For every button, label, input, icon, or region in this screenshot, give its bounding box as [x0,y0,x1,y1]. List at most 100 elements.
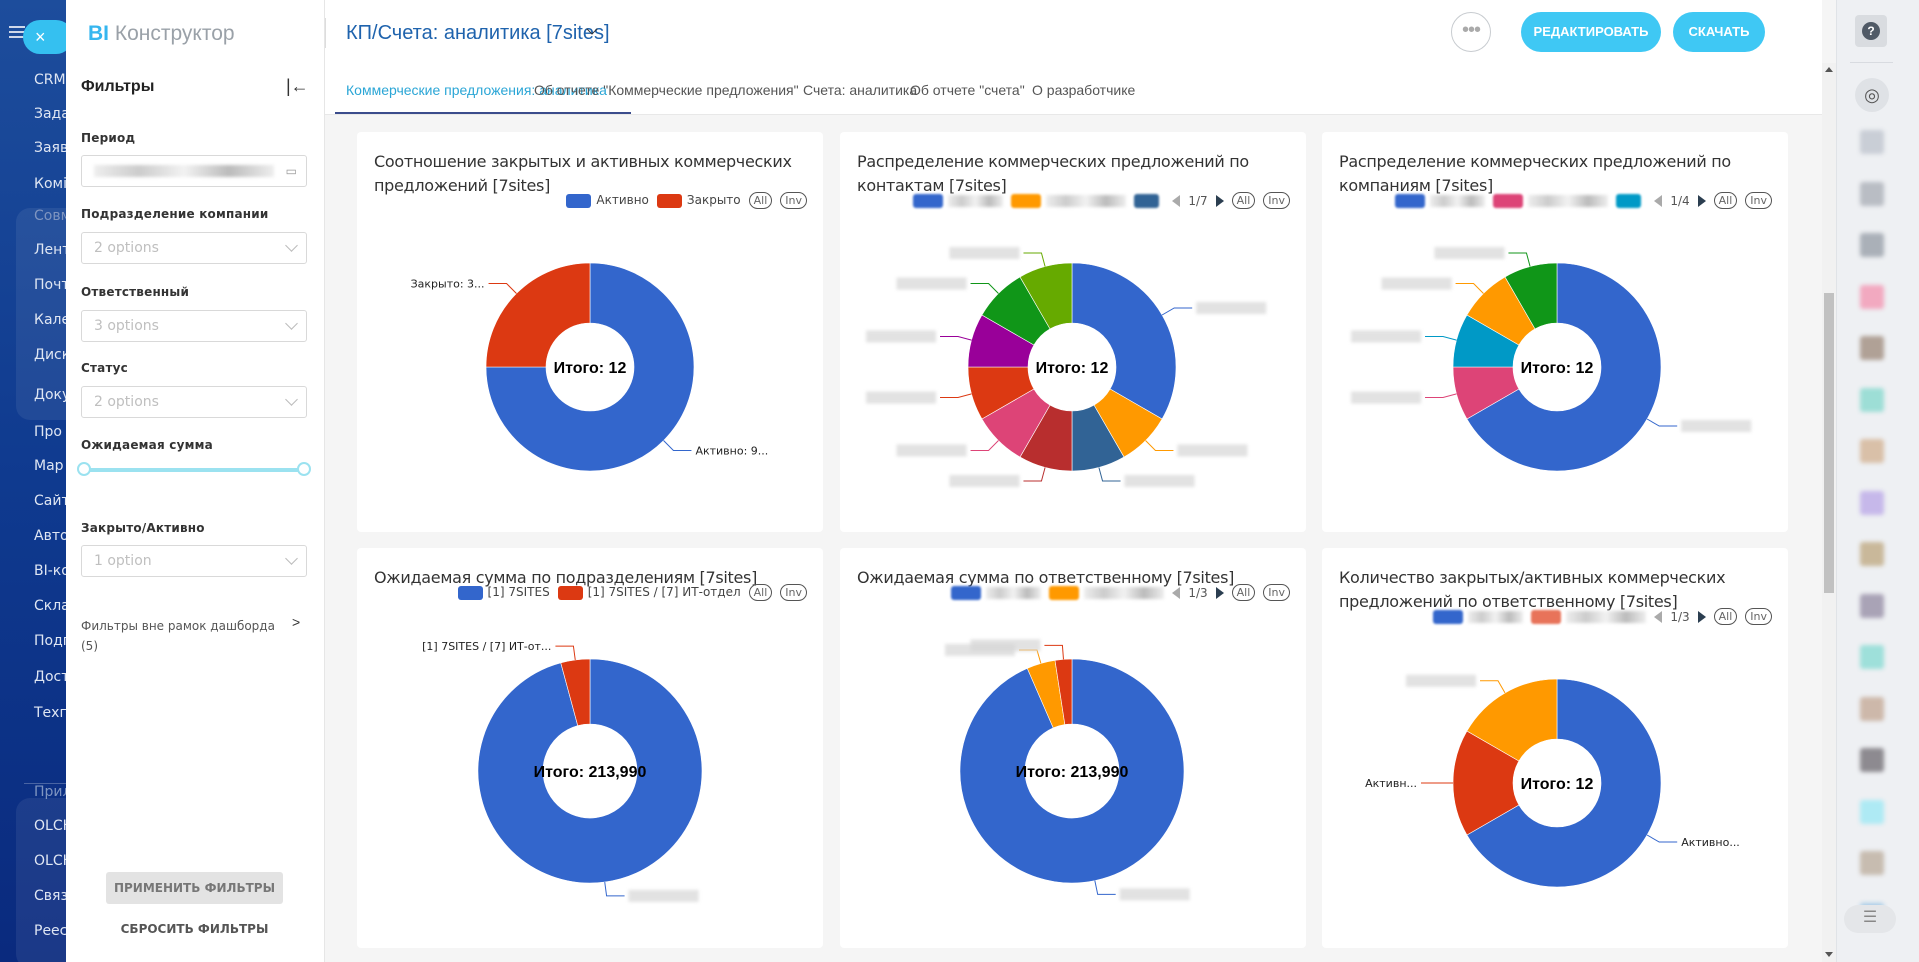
scroll-up-icon[interactable] [1825,67,1833,72]
nav-item[interactable]: Зада [34,106,66,122]
nav-item[interactable]: Совм [34,208,66,224]
nav-item[interactable]: OLCH [34,853,66,869]
slider-max-handle[interactable] [297,462,311,476]
apply-filters-button[interactable]: ПРИМЕНИТЬ ФИЛЬТРЫ [106,872,283,904]
period-input[interactable]: ▭ [81,155,307,187]
legend-invert-button[interactable]: Inv [1745,608,1772,625]
amount-range-slider[interactable] [77,462,311,476]
scrollbar-thumb[interactable] [1824,293,1834,593]
tab[interactable]: Об отчете "Коммерческие предложения" [534,82,799,98]
nav-item[interactable]: Заяв [34,140,66,156]
legend-item[interactable] [1134,193,1164,208]
pie-slice[interactable] [477,658,703,884]
legend-item[interactable]: [1] 7SITES / [7] ИТ-отдел [557,585,741,600]
prev-page-icon[interactable] [1172,194,1181,207]
user-avatar[interactable] [1860,181,1884,206]
pie-slice[interactable] [1019,262,1073,330]
nav-item[interactable]: Прил [34,784,66,800]
tab[interactable]: Коммерческие предложения: аналитика [346,82,607,98]
nav-item[interactable]: Диск [34,347,66,363]
legend-all-button[interactable]: All [1713,192,1738,209]
list-icon[interactable]: ☰ [1844,905,1896,933]
legend-invert-button[interactable]: Inv [780,584,807,601]
legend-item[interactable] [1531,609,1647,624]
scrollbar[interactable] [1822,63,1836,962]
pie-slice[interactable] [1466,262,1662,472]
pie-slice[interactable] [1071,262,1177,420]
prev-page-icon[interactable] [1172,586,1181,599]
legend-all-button[interactable]: All [1231,584,1256,601]
pie-slice[interactable] [1054,658,1073,725]
nav-item[interactable]: OLCH [34,818,66,834]
legend-invert-button[interactable]: Inv [780,192,807,209]
pie-slice[interactable] [1466,678,1558,762]
nav-item[interactable]: Подп [34,633,66,649]
outside-filters-link[interactable]: Фильтры вне рамок дашборда (5) [81,616,281,656]
legend-invert-button[interactable]: Inv [1745,192,1772,209]
user-avatar[interactable] [1860,748,1884,772]
scroll-down-icon[interactable] [1825,952,1833,957]
next-page-icon[interactable] [1215,586,1224,599]
user-avatar[interactable] [1860,645,1884,669]
pie-slice[interactable] [959,658,1185,884]
chevron-right-icon[interactable]: > [292,614,301,630]
legend-item[interactable] [1395,193,1486,208]
user-avatar[interactable] [1860,336,1884,360]
prev-page-icon[interactable] [1654,194,1663,207]
nav-item[interactable]: Сайт [34,493,66,509]
legend-item[interactable] [1493,193,1609,208]
legend-invert-button[interactable]: Inv [1263,192,1290,209]
nav-item[interactable]: Про [34,424,62,440]
legend-all-button[interactable]: All [748,192,773,209]
pie-slice[interactable] [1504,262,1558,330]
legend-item[interactable]: Активно [566,193,649,208]
user-avatar[interactable] [1860,233,1884,257]
legend-item[interactable]: Закрыто [656,193,741,208]
nav-item[interactable]: Комі [34,176,66,192]
legend-invert-button[interactable]: Inv [1263,584,1290,601]
user-avatar[interactable] [1860,439,1884,463]
nav-item[interactable]: Связ [34,888,66,904]
next-page-icon[interactable] [1697,610,1706,623]
user-avatar[interactable] [1860,130,1884,154]
pie-slice[interactable] [1466,678,1662,888]
calendar-icon[interactable]: ▭ [285,164,297,178]
user-avatar[interactable] [1860,387,1884,412]
dashboard-title[interactable]: КП/Счета: аналитика [7sites] [346,22,610,44]
legend-all-button[interactable]: All [1713,608,1738,625]
close-filters-button[interactable]: × [23,20,73,54]
tab[interactable]: Счета: аналитика [803,82,918,98]
legend-all-button[interactable]: All [748,584,773,601]
legend-item[interactable] [1433,609,1524,624]
edit-button[interactable]: РЕДАКТИРОВАТЬ [1521,12,1661,52]
nav-item[interactable]: Авто [34,528,66,544]
slider-min-handle[interactable] [77,462,91,476]
user-avatar[interactable] [1860,696,1884,721]
radar-icon[interactable]: ◎ [1855,78,1889,112]
user-avatar[interactable] [1860,851,1884,875]
user-avatar[interactable] [1860,542,1884,566]
nav-item[interactable]: Техп [34,705,66,721]
next-page-icon[interactable] [1697,194,1706,207]
responsible-select[interactable]: 3 options [81,310,307,342]
closed-active-select[interactable]: 1 option [81,545,307,577]
help-button[interactable]: ? [1855,15,1887,47]
user-avatar[interactable] [1860,284,1884,309]
pie-slice[interactable] [485,262,695,472]
pie-slice[interactable] [485,262,591,368]
nav-item[interactable]: Лент [34,242,66,258]
user-avatar[interactable] [1860,593,1884,618]
nav-item[interactable]: Почт [34,277,66,293]
more-options-button[interactable]: ••• [1451,12,1491,52]
nav-item[interactable]: Реес [34,923,66,939]
legend-item[interactable] [951,585,1042,600]
nav-item[interactable]: Кале [34,312,66,328]
nav-item[interactable]: CRM [34,72,66,88]
tab[interactable]: Об отчете "счета" [910,82,1025,98]
department-select[interactable]: 2 options [81,232,307,264]
nav-item[interactable]: Мар [34,458,64,474]
tab[interactable]: О разработчике [1032,82,1136,98]
legend-all-button[interactable]: All [1231,192,1256,209]
collapse-panel-icon[interactable]: |← [286,76,309,96]
nav-item[interactable]: Доку [34,387,66,403]
